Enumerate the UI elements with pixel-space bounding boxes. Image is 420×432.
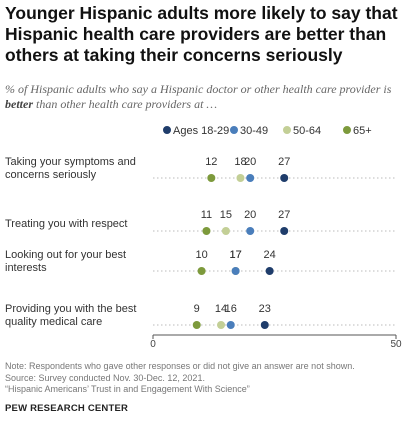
tick-label: 0 — [150, 339, 156, 350]
legend-label: 30-49 — [240, 125, 268, 137]
row-label: interests — [5, 262, 47, 274]
chart-title: Younger Hispanic adults more likely to s… — [5, 3, 398, 65]
data-point — [265, 267, 274, 275]
data-label: 14 — [215, 303, 227, 315]
legend-swatch — [230, 126, 238, 134]
data-label: 20 — [244, 209, 256, 221]
data-label: 17 — [229, 249, 241, 261]
data-point — [202, 227, 211, 235]
subtitle-emphasis: better — [5, 97, 33, 111]
legend-swatch — [343, 126, 351, 134]
subtitle-text-start: % of Hispanic adults who say a Hispanic … — [5, 82, 392, 96]
data-point — [246, 174, 255, 182]
tick-label: 50 — [390, 339, 402, 350]
data-point — [236, 174, 245, 182]
data-label: 27 — [278, 156, 290, 168]
report-title: “Hispanic Americans’ Trust in and Engage… — [5, 384, 250, 394]
data-label: 23 — [259, 303, 271, 315]
legend-label: 65+ — [353, 125, 372, 137]
x-axis: 0 50 — [150, 334, 402, 350]
data-label: 16 — [225, 303, 237, 315]
data-label: 12 — [205, 156, 217, 168]
data-label: 24 — [264, 249, 276, 261]
row-label: concerns seriously — [5, 169, 97, 181]
data-point — [280, 174, 289, 182]
data-label: 15 — [220, 209, 232, 221]
row-label: Providing you with the best — [5, 303, 136, 315]
subtitle-text-end: than other health care providers at … — [33, 97, 218, 111]
note-text: Note: Respondents who gave other respons… — [5, 361, 355, 371]
row-label: Treating you with respect — [5, 218, 127, 230]
data-point — [280, 227, 289, 235]
legend-swatch — [283, 126, 291, 134]
data-label: 10 — [195, 249, 207, 261]
data-point — [217, 321, 226, 329]
row-label: quality medical care — [5, 316, 102, 328]
data-point — [207, 174, 216, 182]
data-point — [246, 227, 255, 235]
data-point — [192, 321, 201, 329]
legend-label: Ages 18-29 — [173, 125, 229, 137]
data-point — [260, 321, 269, 329]
dot-plot: Ages 18-29 30-49 50-64 65+ Taking your symp… — [5, 125, 402, 350]
data-label: 17 — [229, 249, 241, 261]
data-label: 9 — [194, 303, 200, 315]
data-label: 20 — [244, 156, 256, 168]
legend-label: 50-64 — [293, 125, 321, 137]
org-logo-text: PEW RESEARCH CENTER — [5, 403, 129, 414]
chart-subtitle: % of Hispanic adults who say a Hispanic … — [5, 82, 410, 112]
data-label: 18 — [234, 156, 246, 168]
data-label: 11 — [201, 209, 212, 221]
data-label: 27 — [278, 209, 290, 221]
legend: Ages 18-29 30-49 50-64 65+ — [163, 125, 372, 137]
data-point — [226, 321, 235, 329]
notes-block: Note: Respondents who gave other respons… — [5, 361, 415, 396]
data-point — [231, 267, 240, 275]
data-point — [221, 227, 230, 235]
row-label: Taking your symptoms and — [5, 156, 136, 168]
row-label: Looking out for your best — [5, 249, 126, 261]
source-text: Source: Survey conducted Nov. 30-Dec. 12… — [5, 372, 205, 383]
legend-swatch — [163, 126, 171, 134]
data-point — [197, 267, 206, 275]
